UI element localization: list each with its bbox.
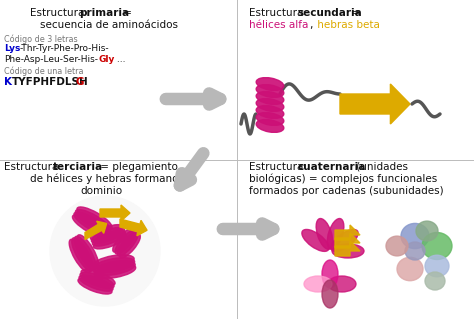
Text: terciaria: terciaria (53, 161, 103, 172)
Ellipse shape (256, 85, 284, 97)
Text: secundaria: secundaria (298, 8, 363, 18)
Text: G: G (76, 77, 84, 87)
Text: formados por cadenas (subunidades): formados por cadenas (subunidades) (249, 186, 444, 196)
Text: Estructura: Estructura (249, 8, 307, 18)
Ellipse shape (50, 196, 160, 306)
Polygon shape (335, 225, 360, 240)
Ellipse shape (94, 263, 136, 278)
Text: Código de 3 letras: Código de 3 letras (4, 34, 78, 43)
Ellipse shape (78, 278, 112, 294)
Text: dominio: dominio (80, 186, 122, 196)
Text: Estructura: Estructura (249, 161, 307, 172)
Ellipse shape (256, 99, 284, 111)
Ellipse shape (80, 272, 114, 288)
Text: Lys: Lys (4, 44, 20, 53)
Text: Phe-Asp-Leu-Ser-His-: Phe-Asp-Leu-Ser-His- (4, 55, 98, 64)
Ellipse shape (256, 92, 284, 104)
Ellipse shape (93, 233, 127, 249)
Ellipse shape (79, 275, 113, 291)
Ellipse shape (91, 227, 125, 243)
Ellipse shape (256, 120, 284, 132)
Ellipse shape (77, 235, 99, 268)
Ellipse shape (331, 229, 358, 251)
Ellipse shape (93, 255, 134, 270)
Ellipse shape (73, 215, 108, 237)
Ellipse shape (75, 210, 110, 232)
Text: Estructura: Estructura (4, 161, 62, 172)
Ellipse shape (69, 239, 91, 273)
Text: =: = (120, 8, 132, 18)
Ellipse shape (113, 228, 134, 252)
Ellipse shape (401, 223, 429, 249)
Ellipse shape (416, 221, 438, 241)
Polygon shape (335, 233, 360, 248)
Polygon shape (120, 219, 147, 236)
Ellipse shape (74, 236, 96, 270)
Ellipse shape (425, 255, 449, 277)
Ellipse shape (72, 238, 93, 271)
Ellipse shape (332, 244, 364, 258)
Ellipse shape (405, 242, 425, 260)
Text: Estructura: Estructura (30, 8, 88, 18)
Text: (unidades: (unidades (353, 161, 408, 172)
Ellipse shape (397, 257, 423, 281)
Text: Código de una letra: Código de una letra (4, 67, 83, 77)
Ellipse shape (386, 236, 408, 256)
Text: Gly: Gly (99, 55, 115, 64)
Polygon shape (85, 221, 107, 240)
Polygon shape (100, 205, 130, 221)
Text: primaria: primaria (79, 8, 129, 18)
Polygon shape (335, 241, 360, 256)
Text: ...: ... (114, 55, 126, 64)
Ellipse shape (91, 225, 123, 241)
Ellipse shape (256, 113, 284, 125)
Ellipse shape (81, 270, 115, 286)
Text: hélices alfa: hélices alfa (249, 20, 309, 30)
Ellipse shape (322, 260, 338, 288)
Ellipse shape (92, 230, 126, 246)
Text: de hélices y hebras formando: de hélices y hebras formando (30, 174, 185, 184)
Ellipse shape (74, 212, 109, 235)
Polygon shape (340, 84, 410, 124)
Text: biológicas) = complejos funcionales: biológicas) = complejos funcionales (249, 174, 437, 184)
Ellipse shape (119, 234, 140, 258)
Ellipse shape (302, 229, 329, 251)
Ellipse shape (256, 106, 284, 118)
Ellipse shape (93, 258, 135, 272)
Ellipse shape (328, 276, 356, 292)
Ellipse shape (94, 261, 135, 275)
Ellipse shape (327, 219, 344, 249)
Ellipse shape (316, 219, 333, 249)
Text: -Thr-Tyr-Phe-Pro-His-: -Thr-Tyr-Phe-Pro-His- (20, 44, 109, 53)
Text: hebras beta: hebras beta (314, 20, 380, 30)
Ellipse shape (115, 230, 136, 254)
Ellipse shape (425, 272, 445, 290)
Text: K: K (4, 77, 12, 87)
Text: cuaternaria: cuaternaria (298, 161, 366, 172)
Ellipse shape (77, 207, 112, 229)
Ellipse shape (118, 232, 138, 256)
Ellipse shape (422, 233, 452, 259)
Text: =: = (348, 8, 360, 18)
Text: ,: , (309, 20, 312, 30)
Text: secuencia de aminoácidos: secuencia de aminoácidos (40, 20, 178, 30)
Text: = plegamiento: = plegamiento (97, 161, 178, 172)
Text: TYFPHFDLSH: TYFPHFDLSH (12, 77, 89, 87)
Ellipse shape (256, 78, 284, 90)
Ellipse shape (322, 280, 338, 308)
Ellipse shape (304, 276, 332, 292)
